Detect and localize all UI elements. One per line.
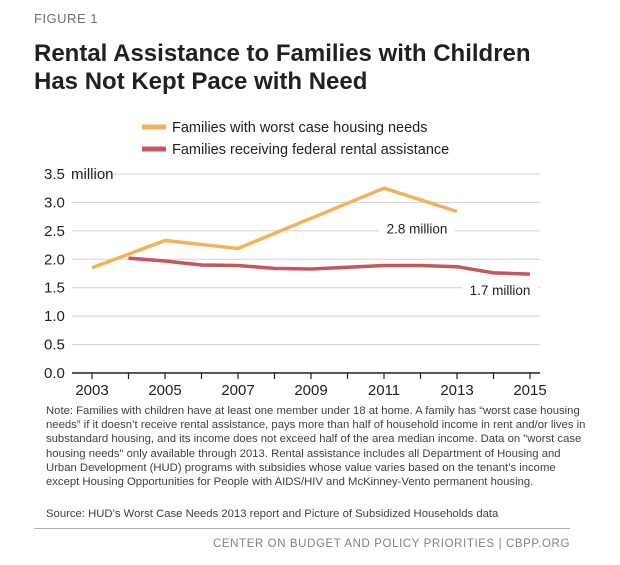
x-tick-label: 2011 [368, 382, 400, 395]
y-tick-label: 0.0 [44, 365, 65, 382]
series-line-2 [128, 256, 531, 276]
y-tick-label: 3.0 [44, 194, 65, 211]
legend-label-2: Families receiving federal rental assist… [172, 142, 449, 158]
y-unit-label: million [71, 166, 114, 183]
annotation-bg [379, 219, 455, 239]
annotation-label: 1.7 million [470, 283, 531, 298]
y-tick-label: 0.5 [44, 337, 65, 354]
annotation-bg [462, 281, 538, 301]
y-tick-label: 1.5 [44, 280, 65, 297]
x-tick-label: 2015 [513, 382, 546, 395]
title-line-2: Has Not Kept Pace with Need [34, 68, 368, 95]
chart-source: Source: HUD’s Worst Case Needs 2013 repo… [46, 508, 499, 520]
chart-title: Rental Assistance to Families with Child… [34, 40, 594, 96]
annotation-label: 2.8 million [387, 222, 448, 237]
series-line-1 [91, 186, 458, 270]
footer-divider [34, 528, 570, 529]
title-line-1: Rental Assistance to Families with Child… [34, 40, 531, 67]
y-tick-label: 2.5 [44, 223, 65, 240]
x-tick-label: 2007 [221, 382, 254, 395]
x-tick-label: 2003 [75, 382, 108, 395]
y-tick-label: 3.5 [44, 166, 65, 183]
figure-label: FIGURE 1 [34, 11, 98, 26]
x-tick-label: 2005 [148, 382, 181, 395]
y-tick-label: 1.0 [44, 308, 65, 325]
chart-note: Note: Families with children have at lea… [46, 405, 586, 489]
line-chart: Families with worst case housing needs Fa… [44, 120, 547, 395]
x-tick-label: 2013 [440, 382, 473, 395]
y-tick-label: 2.0 [44, 251, 65, 268]
x-tick-label: 2009 [294, 382, 327, 395]
legend-label-1: Families with worst case housing needs [172, 120, 427, 136]
footer-credit: CENTER ON BUDGET AND POLICY PRIORITIES |… [212, 538, 570, 550]
